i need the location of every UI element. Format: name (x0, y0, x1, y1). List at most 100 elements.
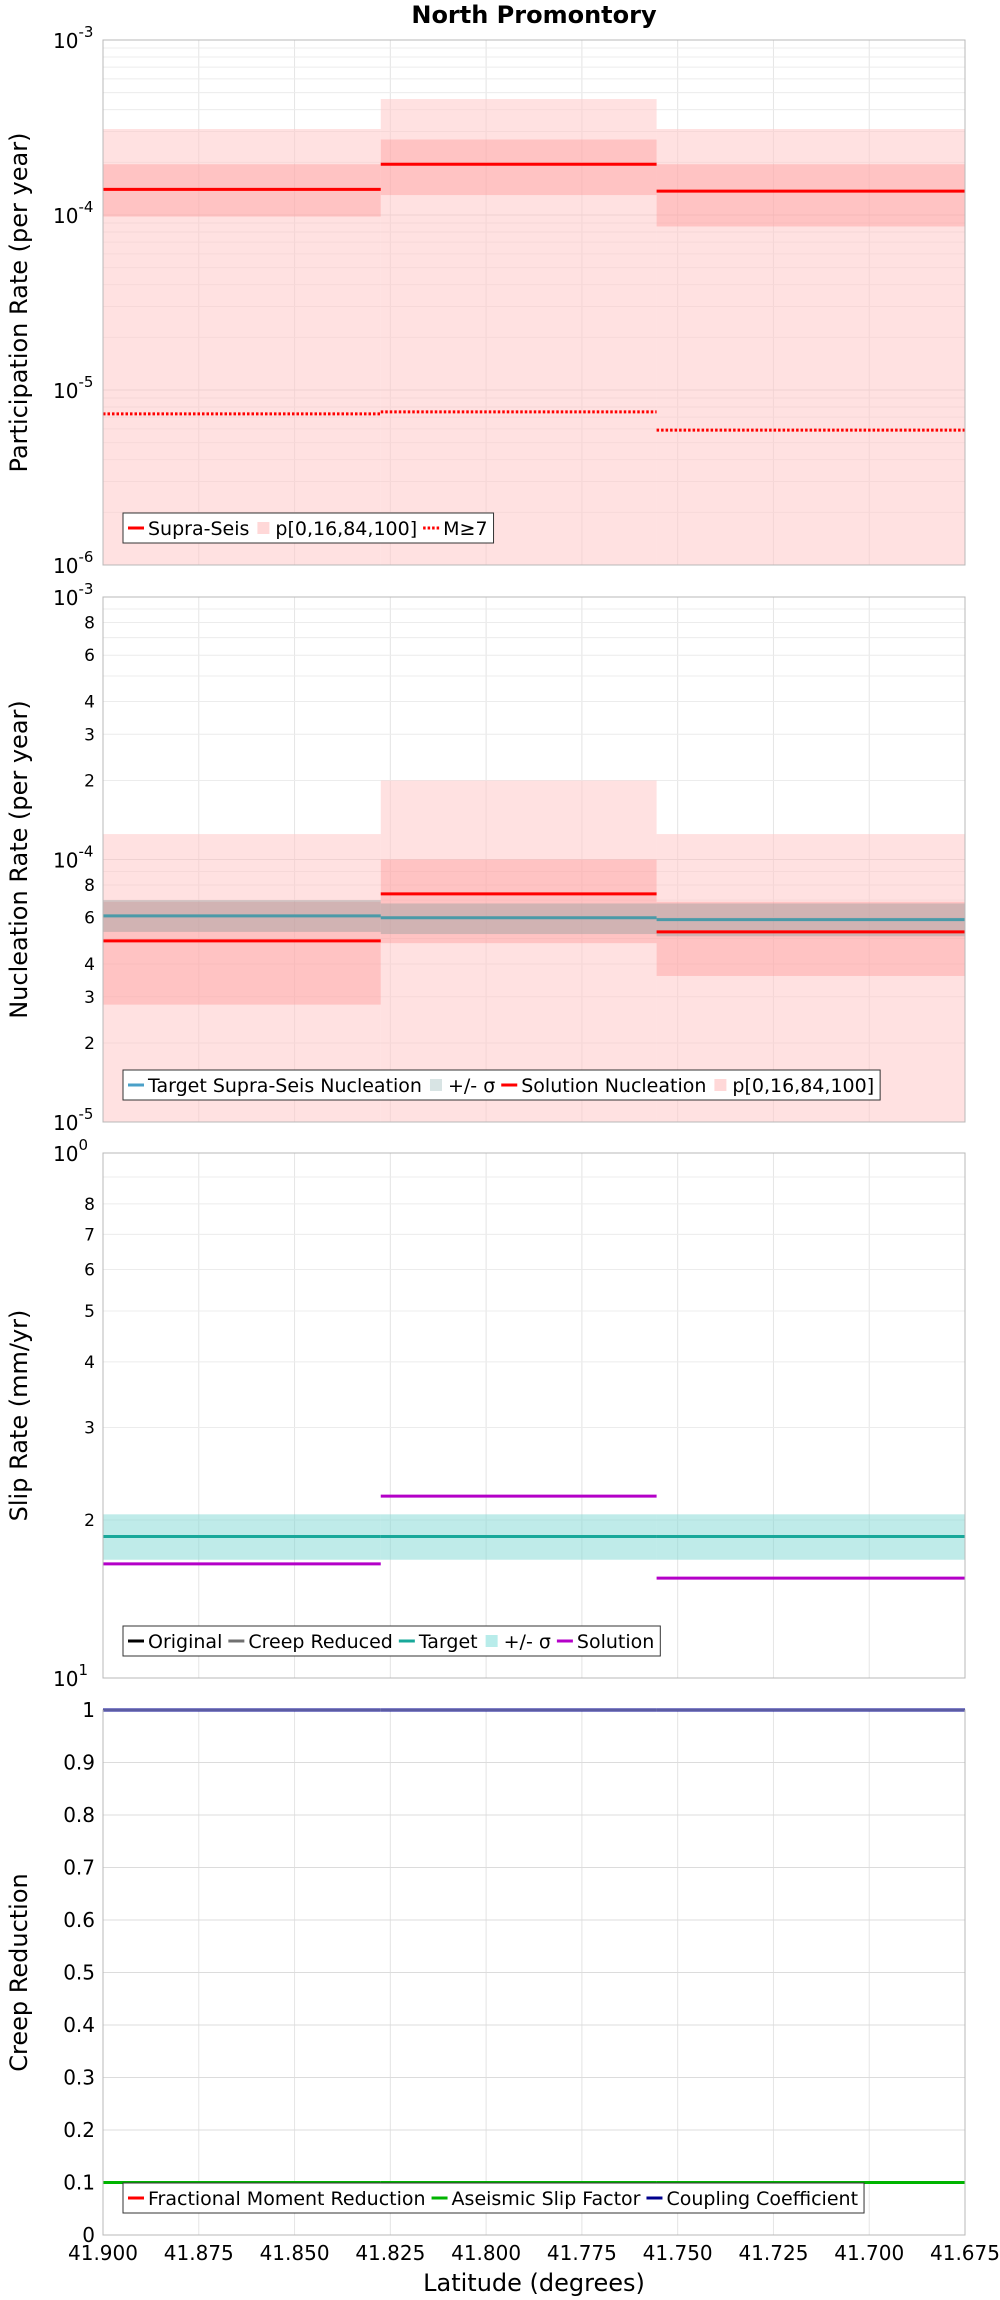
panel-1-band-0 (103, 99, 965, 565)
panel-2-legend-label-2: Solution Nucleation (521, 1075, 706, 1097)
panel-3-y-minor-tick-label-0: 2 (84, 1511, 95, 1531)
panel-1-legend-swatch-1 (257, 522, 270, 534)
panel-3-y-minor-tick-label-4: 6 (84, 1260, 95, 1280)
panel-4-y-tick-10: 1 (82, 1698, 95, 1722)
panel-2-y-minor-tick-label-6: 3 (84, 725, 95, 745)
panel-4-x-tick-label-9: 41.675 (930, 2241, 1000, 2265)
panel-1-band-0-segment-0 (103, 129, 381, 565)
panel-4-legend: Fractional Moment Reduction Aseismic Slip… (122, 2182, 865, 2214)
panel-4-y-tick-label-4: 0.4 (63, 2013, 95, 2037)
panel-2-legend-label-0: Target Supra-Seis Nucleation (147, 1075, 422, 1097)
panel-2-legend-swatch-1 (429, 1079, 442, 1091)
panel-1-band-1-segment-2 (656, 164, 965, 227)
panel-2-y-minor-tick-label-8: 6 (84, 646, 95, 666)
panel-3-legend-swatch-3 (485, 1635, 498, 1647)
panel-4-y-tick-label-5: 0.5 (63, 1961, 95, 1985)
panel-4-x-tick-label-2: 41.850 (260, 2241, 330, 2265)
panel-1-series-0 (103, 162, 965, 193)
panel-2-series-0 (103, 914, 965, 922)
panel-2-legend-label-3: p[0,16,84,100] (732, 1075, 874, 1097)
panel-3-legend-entry-4: Solution (556, 1631, 654, 1653)
panel-1-legend-label-0: Supra-Seis (148, 518, 249, 540)
panel-1-legend-label-2: M≥7 (443, 518, 487, 540)
panel-2-y-tick-0: 10-5 (53, 1105, 93, 1135)
panel-3-legend-entry-1: Creep Reduced (228, 1631, 393, 1653)
panel-1-y-tick-label-3: 10-3 (53, 23, 93, 53)
panel-2-y-minor-tick-label-2: 4 (84, 955, 95, 975)
panel-2-y-minor-tick-label-0: 2 (84, 1034, 95, 1054)
panel-3-series-1 (103, 1494, 965, 1580)
panel-1-legend: Supra-Seis p[0,16,84,100] M≥7 (122, 512, 495, 544)
panel-1-y-tick-2: 10-4 (53, 198, 93, 228)
panel-2-y-axis-label: Nucleation Rate (per year) (5, 700, 33, 1019)
panel-3-y-minor-tick-label-1: 3 (84, 1419, 95, 1439)
panel-3-y-tick-label-1: 101 (53, 1661, 88, 1691)
panel-4-y-tick-1: 0.1 (63, 2171, 95, 2195)
panel-4-y-tick-label-6: 0.6 (63, 1908, 95, 1932)
panel-3: 100 101 2 3 4 5 6 7 8 Slip Rate (mm/yr) Original Cr… (5, 1136, 966, 1691)
panel-4-x-tick-label-5: 41.775 (547, 2241, 617, 2265)
panel-4-y-tick-0: 0 (82, 2223, 95, 2247)
panel-2-y-minor-tick-label-3: 6 (84, 909, 95, 929)
panel-4-x-tick-label-0: 41.900 (68, 2241, 138, 2265)
panel-3-legend-label-0: Original (148, 1631, 222, 1653)
panel-1-legend-entry-0: Supra-Seis (128, 518, 249, 540)
panel-3-y-tick-0: 100 (53, 1136, 88, 1166)
panel-1-frame (102, 39, 966, 566)
panel-3-legend-label-1: Creep Reduced (248, 1631, 392, 1653)
panel-4-frame (102, 1709, 966, 2236)
panel-4-y-tick-label-10: 1 (82, 1698, 95, 1722)
panel-4-x-tick-label-1: 41.875 (164, 2241, 234, 2265)
panel-3-y-tick-1: 101 (53, 1661, 88, 1691)
panel-3-legend-label-2: Target (418, 1631, 478, 1653)
panel-2-legend-entry-0: Target Supra-Seis Nucleation (128, 1075, 422, 1097)
panel-3-y-ticks: 100 101 2 3 4 5 6 7 8 (53, 1136, 95, 1691)
panel-2-legend: Target Supra-Seis Nucleation +/- σ Solutio… (122, 1069, 881, 1101)
panel-4-legend-box (122, 2182, 865, 2214)
panel-4-legend-entry-1: Aseismic Slip Factor (431, 2188, 641, 2210)
panel-4-y-tick-3: 0.3 (63, 2066, 95, 2090)
panel-4-y-tick-5: 0.5 (63, 1961, 95, 1985)
panel-2-y-minor-tick-label-7: 4 (84, 692, 95, 712)
panel-2-y-tick-label-1: 10-4 (53, 843, 93, 873)
panel-2: 10-5 10-4 10-3 2 3 4 6 8 2 3 4 6 8 Nucleation Rate (p… (5, 580, 966, 1135)
panel-4-x-tick-label-8: 41.700 (834, 2241, 904, 2265)
panel-1-legend-box (122, 512, 495, 544)
panel-2-band-1-segment-2 (656, 901, 965, 976)
panel-3-plot-area (103, 1153, 965, 1678)
panel-4-x-tick-label-3: 41.825 (355, 2241, 425, 2265)
panel-1-y-tick-label-0: 10-6 (53, 548, 93, 578)
panel-4-y-tick-label-8: 0.8 (63, 1803, 95, 1827)
panel-2-legend-label-1: +/- σ (448, 1075, 495, 1097)
panel-2-legend-swatch-3 (714, 1079, 727, 1091)
panel-2-y-ticks: 10-5 10-4 10-3 2 3 4 6 8 2 3 4 6 8 (53, 580, 95, 1135)
panel-4-legend-label-2: Coupling Coefficient (666, 2188, 858, 2210)
panel-2-y-minor-tick-label-4: 8 (84, 876, 95, 896)
panel-2-y-tick-2: 10-3 (53, 580, 93, 610)
panel-2-band-1 (103, 859, 965, 1005)
panel-4: 0 0.1 0.2 0.3 0.4 0.5 0.6 0.7 0.8 0.9 1 Creep Reduc… (5, 1698, 1000, 2297)
chart-title: North Promontory (411, 1, 657, 29)
panel-3-frame (102, 1152, 966, 1679)
panel-3-legend-entry-3: +/- σ (485, 1631, 551, 1653)
panel-2-legend-entry-2: Solution Nucleation (501, 1075, 706, 1097)
panel-4-legend-label-1: Aseismic Slip Factor (452, 2188, 641, 2210)
panel-1-series-1 (103, 410, 965, 432)
panel-4-x-tick-label-6: 41.750 (643, 2241, 713, 2265)
panel-4-y-ticks: 0 0.1 0.2 0.3 0.4 0.5 0.6 0.7 0.8 0.9 1 (63, 1698, 95, 2247)
panel-1-band-1-segment-1 (380, 139, 657, 196)
panel-3-legend-entry-2: Target (398, 1631, 478, 1653)
panel-4-y-tick-label-0: 0 (82, 2223, 95, 2247)
panel-1-band-0-segment-1 (380, 99, 657, 565)
panel-2-y-tick-1: 10-4 (53, 843, 93, 873)
panel-4-y-tick-6: 0.6 (63, 1908, 95, 1932)
panel-2-y-minor-tick-label-1: 3 (84, 988, 95, 1008)
panel-1-y-tick-label-2: 10-4 (53, 198, 93, 228)
panel-4-y-tick-4: 0.4 (63, 2013, 95, 2037)
panel-3-y-minor-tick-label-3: 5 (84, 1302, 95, 1322)
panel-4-x-ticks: 41.900 41.875 41.850 41.825 41.800 41.775 41.7… (68, 2241, 1000, 2265)
panel-1-band-0-segment-2 (656, 129, 965, 565)
panel-2-frame (102, 596, 966, 1123)
panel-4-y-tick-label-7: 0.7 (63, 1856, 95, 1880)
